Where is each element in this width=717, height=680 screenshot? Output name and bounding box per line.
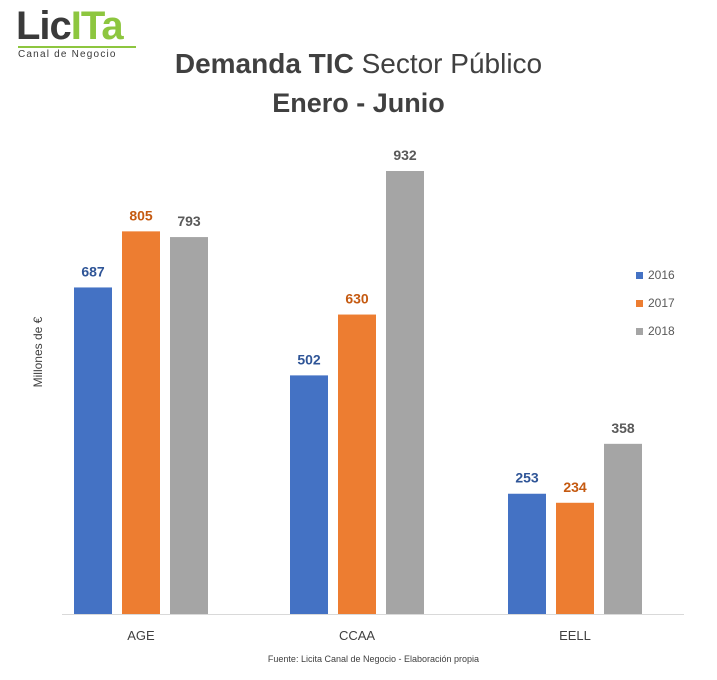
data-label-ccaa-2018: 932 <box>393 147 417 163</box>
bar-eell-2017 <box>556 502 594 614</box>
data-label-eell-2018: 358 <box>611 420 635 436</box>
legend-item-2017: 2017 <box>636 296 675 310</box>
legend-label-2017: 2017 <box>648 296 675 310</box>
legend-swatch-2016 <box>636 271 643 279</box>
source-note: Fuente: Licita Canal de Negocio - Elabor… <box>267 654 480 664</box>
data-label-ccaa-2017: 630 <box>345 291 369 307</box>
data-label-eell-2017: 234 <box>563 479 587 495</box>
chart-title-bold: Demanda TIC <box>174 48 354 79</box>
bar-ccaa-2017 <box>338 314 376 614</box>
licita-logo: LicITa Canal de Negocio <box>16 4 146 60</box>
x-tick-label-ccaa: CCAA <box>339 628 375 643</box>
x-tick-label-eell: EELL <box>559 628 591 643</box>
bar-age-2016 <box>74 287 112 614</box>
bar-ccaa-2018 <box>386 171 424 614</box>
bar-age-2018 <box>170 237 208 614</box>
logo-rule <box>18 46 136 48</box>
legend-label-2016: 2016 <box>648 268 675 282</box>
chart-title-regular: Sector Público <box>361 48 543 79</box>
legend-swatch-2018 <box>636 327 643 335</box>
bar-eell-2018 <box>604 443 642 614</box>
bar-ccaa-2016 <box>290 375 328 614</box>
chart-subtitle: Enero - Junio <box>272 88 445 118</box>
data-label-age-2017: 805 <box>129 207 153 223</box>
data-label-eell-2016: 253 <box>515 470 539 486</box>
x-tick-label-age: AGE <box>127 628 155 643</box>
legend-item-2016: 2016 <box>636 268 675 282</box>
data-label-ccaa-2016: 502 <box>297 351 321 367</box>
bar-age-2017 <box>122 231 160 614</box>
legend-label-2018: 2018 <box>648 324 675 338</box>
data-label-age-2018: 793 <box>177 213 201 229</box>
logo-wordmark: LicITa <box>16 4 124 48</box>
logo-tagline: Canal de Negocio <box>18 49 117 60</box>
legend-swatch-2017 <box>636 299 643 307</box>
legend-item-2018: 2018 <box>636 324 675 338</box>
legend: 2016 2017 2018 <box>636 268 675 352</box>
data-label-age-2016: 687 <box>81 263 105 279</box>
chart-title: Demanda TIC Sector Público <box>0 48 717 80</box>
bar-eell-2016 <box>508 493 546 614</box>
